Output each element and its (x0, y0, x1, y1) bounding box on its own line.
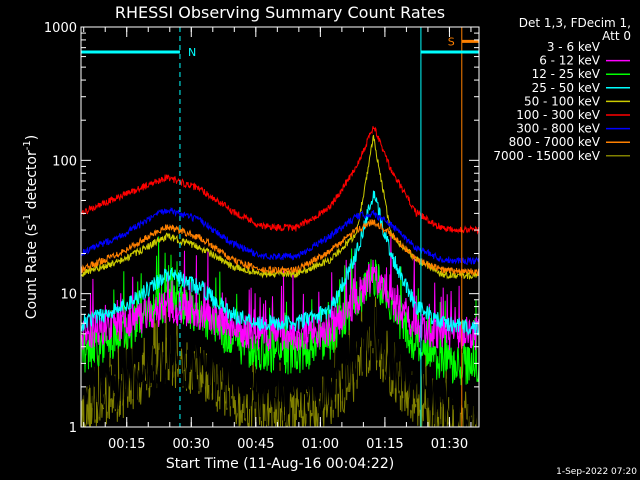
plot-frame (80, 26, 480, 428)
y-tick-label-3: 1000 (44, 21, 77, 36)
series-0-line (80, 277, 480, 428)
series-3-line (80, 190, 480, 337)
annotation-0-label: N (188, 46, 196, 59)
legend-header-line1: Det 1,3, FDecim 1, (519, 16, 631, 30)
chart-title: RHESSI Observing Summary Count Rates (115, 3, 445, 22)
x-tick-label-0: 00:15 (108, 437, 145, 452)
legend-label-3: 25 - 50 keV (532, 81, 601, 95)
legend-label-0: 3 - 6 keV (547, 40, 601, 54)
legend-label-6: 300 - 800 keV (516, 122, 600, 136)
legend-label-7: 800 - 7000 keV (509, 135, 601, 149)
x-tick-label-3: 01:00 (302, 437, 339, 452)
series-5-line (80, 126, 480, 235)
legend-label-1: 6 - 12 keV (539, 54, 601, 68)
x-tick-label-1: 00:30 (173, 437, 210, 452)
legend-label-4: 50 - 100 keV (524, 94, 601, 108)
y-tick-label-0: 1 (69, 421, 77, 436)
axis-layer: 1 10 100 1000 00:15 00:30 00:45 01:00 01:15 01:30 (44, 21, 479, 452)
series-6-line (80, 206, 480, 266)
legend-label-5: 100 - 300 keV (516, 108, 600, 122)
x-tick-label-5: 01:30 (431, 437, 468, 452)
series-layer (80, 126, 480, 428)
x-tick-label-2: 00:45 (237, 437, 274, 452)
y-tick-label-2: 100 (52, 154, 77, 169)
y-tick-label-1: 10 (60, 288, 77, 303)
y-label-mid: detector (24, 150, 40, 214)
y-label-sup1: -1 (22, 214, 33, 224)
y-axis-label: Count Rate (s-1 detector-1) (22, 135, 40, 319)
legend-label-8: 7000 - 15000 keV (493, 149, 600, 163)
y-label-sup2: -1 (22, 140, 33, 150)
footer-timestamp: 1-Sep-2022 07:20 (556, 467, 637, 477)
annotation-layer: NS (81, 27, 480, 427)
x-axis-label: Start Time (11-Aug-16 00:04:22) (166, 456, 394, 472)
series-7-line (80, 219, 480, 277)
x-tick-label-4: 01:15 (366, 437, 403, 452)
legend-header-line2: Att 0 (602, 29, 631, 43)
annotation-1-label: S (448, 35, 455, 48)
y-label-prefix: Count Rate (s (24, 224, 40, 319)
legend-label-2: 12 - 25 keV (532, 67, 601, 81)
y-label-suffix: ) (24, 135, 40, 140)
